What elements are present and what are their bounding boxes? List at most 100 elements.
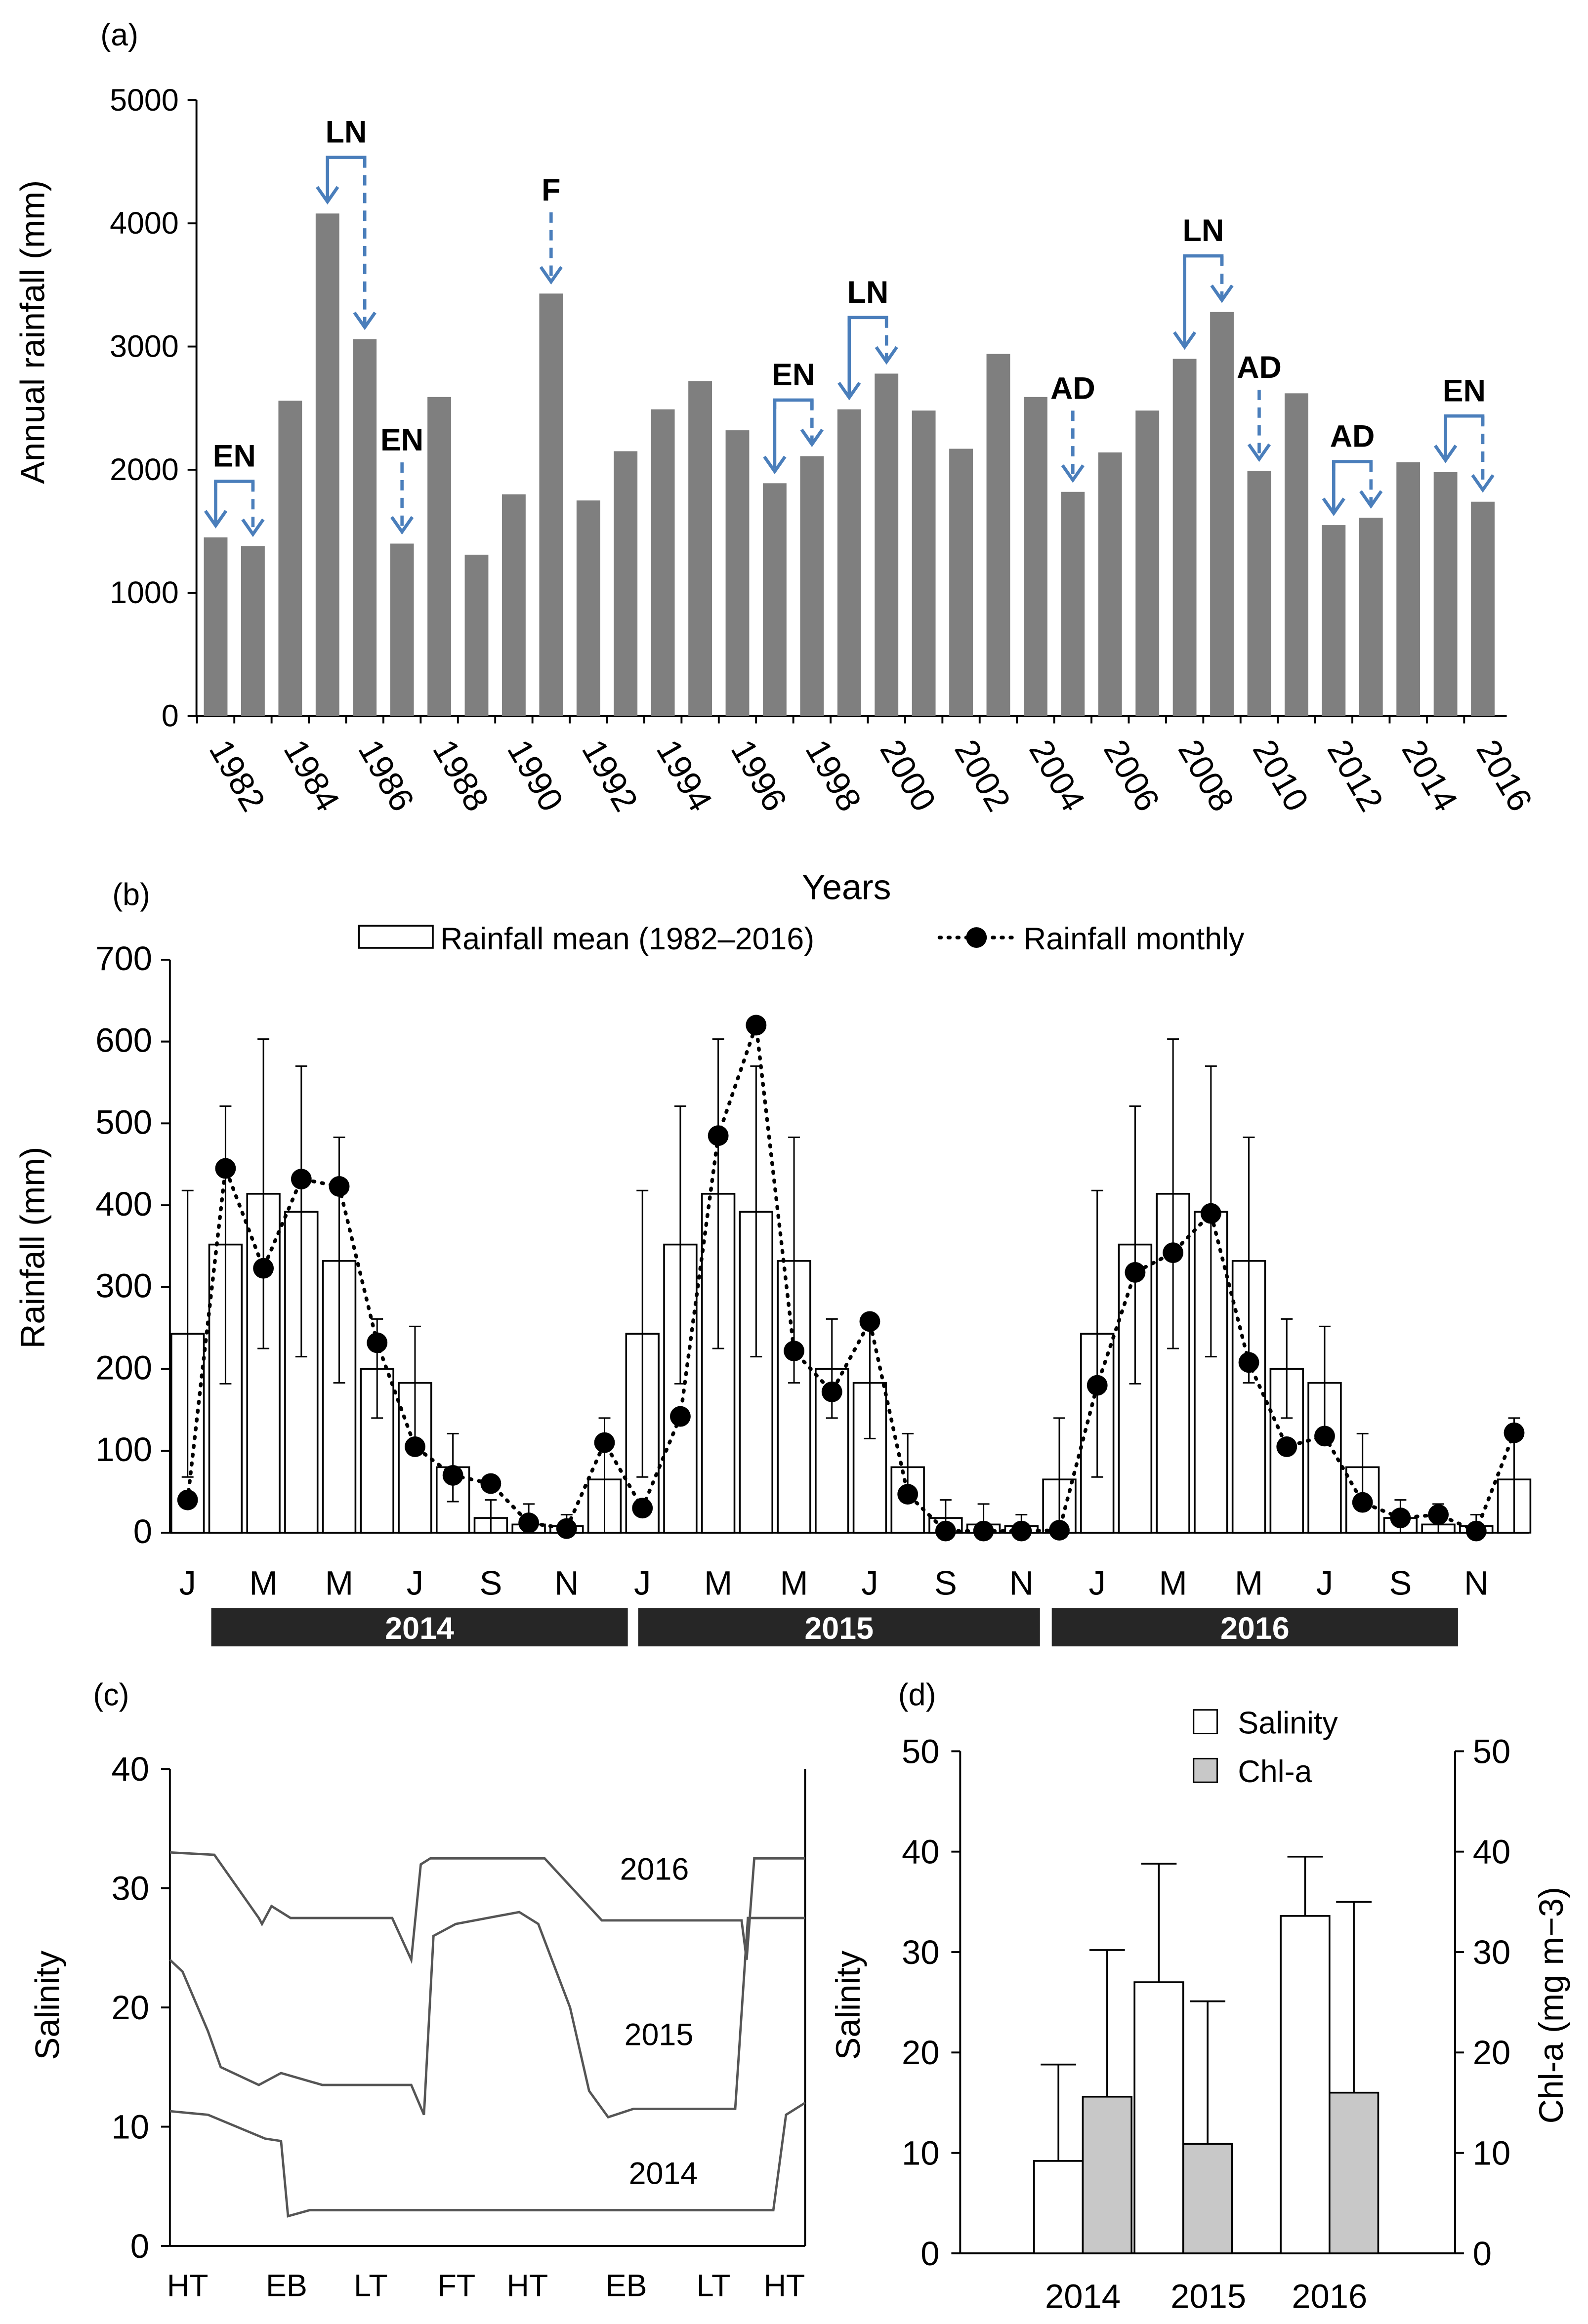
annotation-label: EN — [213, 439, 256, 474]
monthly-point — [746, 1015, 767, 1036]
bar — [1210, 312, 1234, 716]
bar — [1396, 462, 1421, 716]
y-tick-label-right: 0 — [1473, 2235, 1492, 2273]
arrow-head-icon — [1173, 331, 1197, 350]
x-tick-label: 2014 — [1394, 733, 1465, 817]
x-tick-label: LT — [354, 2269, 388, 2303]
y-tick-label-left: 30 — [902, 1933, 939, 1971]
monthly-point — [1390, 1508, 1411, 1529]
x-tick-label: HT — [167, 2269, 209, 2303]
salinity-line-2016 — [169, 1851, 805, 1964]
category-label: 2014 — [1045, 2278, 1121, 2316]
x-tick-label: LT — [697, 2269, 731, 2303]
y-tick-label-left: 10 — [902, 2134, 939, 2172]
y-tick-label-right: 30 — [1473, 1933, 1510, 1971]
x-tick-label: 2000 — [873, 733, 943, 817]
annotation-label: EN — [772, 358, 815, 392]
bar — [1023, 397, 1047, 716]
bar — [390, 543, 414, 716]
month-tick-label: S — [1389, 1564, 1412, 1602]
arrow-head-icon — [1247, 443, 1271, 462]
bar — [688, 381, 712, 716]
month-tick-label: J — [861, 1564, 878, 1602]
bar — [875, 373, 899, 716]
bar-chl-a — [1082, 2095, 1132, 2254]
legend-label: Salinity — [1238, 1706, 1338, 1741]
legend-swatch — [1193, 1709, 1218, 1735]
x-tick-label: 2002 — [947, 733, 1018, 817]
panel-b-label: (b) — [112, 877, 150, 912]
y-tick-label: 0 — [133, 1512, 152, 1550]
y-tick-label: 400 — [95, 1185, 152, 1223]
arrow-head-icon — [875, 346, 898, 365]
monthly-point — [442, 1465, 463, 1486]
bar — [986, 354, 1010, 716]
monthly-point — [1125, 1262, 1146, 1283]
bar — [1247, 471, 1271, 716]
salinity-line-2014 — [169, 2102, 806, 2218]
x-tick-label: 2008 — [1171, 733, 1242, 817]
x-tick-label: 2006 — [1096, 733, 1167, 817]
bar — [912, 410, 936, 716]
bar — [949, 448, 973, 716]
x-tick-label: 1996 — [724, 733, 794, 817]
monthly-point — [329, 1176, 350, 1197]
month-tick-label: S — [934, 1564, 957, 1602]
x-tick-label: EB — [606, 2269, 647, 2303]
x-tick-label: HT — [764, 2269, 805, 2303]
month-tick-label: S — [479, 1564, 502, 1602]
year-band — [1051, 1608, 1458, 1647]
category-label: 2016 — [1292, 2278, 1367, 2316]
panel-c: 0 10 20 30 40 HT EB LT FT HT EB LT HT 2016 2015 2014 — [111, 1750, 806, 2303]
monthly-point — [291, 1169, 312, 1189]
month-tick-label: M — [1235, 1564, 1263, 1602]
y-tick-label-left: 50 — [902, 1732, 939, 1770]
panel-a-label: (a) — [100, 18, 138, 52]
y-tick-label: 3000 — [110, 329, 179, 364]
arrow-head-icon — [837, 382, 861, 401]
monthly-point — [669, 1406, 691, 1427]
y-tick-label-right: 20 — [1473, 2034, 1510, 2072]
y-tick-label-right: 10 — [1473, 2134, 1510, 2172]
panel-b-ylabel: Rainfall (mm) — [14, 1147, 52, 1349]
arrow-head-icon — [1471, 474, 1495, 493]
monthly-point — [708, 1125, 729, 1146]
monthly-point — [480, 1473, 501, 1494]
monthly-point — [253, 1258, 274, 1279]
bar-salinity — [1280, 1915, 1331, 2254]
monthly-point — [1276, 1436, 1297, 1457]
monthly-point — [594, 1432, 615, 1453]
annotation-bracket — [773, 398, 814, 409]
monthly-point — [556, 1518, 577, 1539]
y-tick-label: 0 — [130, 2227, 149, 2265]
y-tick-label-right: 50 — [1473, 1732, 1510, 1770]
month-tick-label: J — [1316, 1564, 1333, 1602]
arrow-head-icon — [316, 186, 339, 205]
annotation-bracket — [1332, 460, 1373, 471]
monthly-point — [405, 1436, 425, 1457]
bar-salinity — [1033, 2160, 1084, 2254]
monthly-point — [821, 1381, 842, 1402]
y-tick-label: 1000 — [110, 575, 179, 610]
arrow-head-icon — [204, 510, 228, 529]
bar — [204, 537, 228, 716]
monthly-point — [1314, 1426, 1335, 1447]
y-tick-label: 40 — [111, 1750, 149, 1788]
monthly-point — [215, 1158, 236, 1179]
x-tick-label: 2012 — [1320, 733, 1390, 817]
monthly-point — [1087, 1375, 1108, 1396]
x-tick-label: 1986 — [351, 733, 421, 817]
x-tick-label: 1988 — [425, 733, 496, 817]
month-tick-label: M — [325, 1564, 353, 1602]
y-tick-label: 700 — [95, 939, 152, 978]
year-band-label: 2016 — [1220, 1611, 1290, 1646]
x-tick-label: 1994 — [649, 733, 720, 817]
legend-mean-swatch — [358, 925, 434, 949]
y-tick-label: 10 — [111, 2108, 149, 2146]
x-tick-label: 2016 — [1469, 733, 1540, 817]
bar — [278, 401, 302, 716]
month-tick-label: J — [1089, 1564, 1106, 1602]
monthly-point — [177, 1489, 198, 1510]
y-tick-label: 2000 — [110, 452, 179, 487]
category-label: 2015 — [1170, 2278, 1246, 2316]
